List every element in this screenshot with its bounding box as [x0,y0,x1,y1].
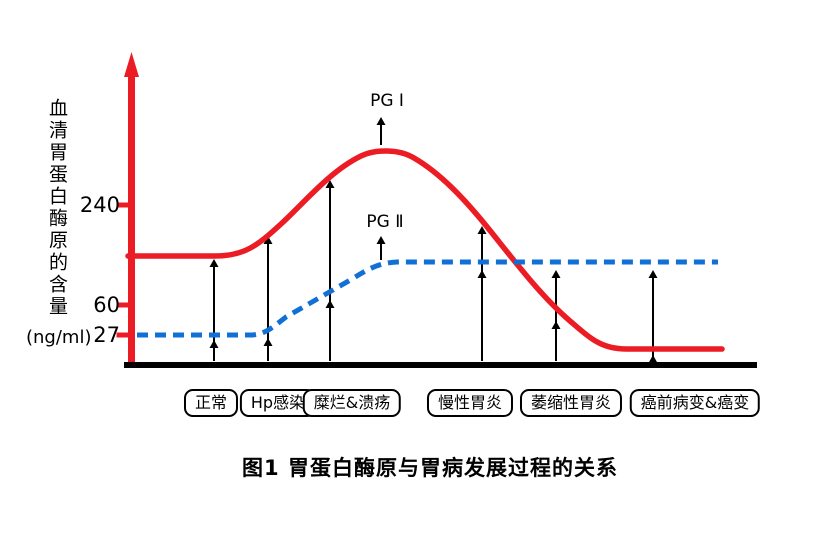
indicator-arrow-1-0-head [263,236,273,244]
series-label-pg2: PG Ⅱ [366,212,404,232]
indicator-arrow-2-0-head [325,180,335,188]
y-axis-title: 血清胃蛋白酶原的含量 [46,98,68,318]
y-axis-unit: (ng/ml) [26,327,92,348]
indicator-arrow-0-0-head [209,259,219,267]
pg2-curve [137,259,718,338]
category-box-erosion-ulcer: 糜烂&溃疡 [302,389,402,417]
indicator-arrow-5-1-head [648,270,658,278]
pg-label-arrow-1-head [376,117,386,125]
category-box-chronic-gastritis: 慢性胃炎 [426,389,514,417]
y-tick-label-27: 27 [93,323,120,347]
indicator-arrow-1-1-head [263,338,273,346]
x-axis-line [124,362,757,368]
indicator-arrow-0-1-head [209,340,219,348]
indicator-arrow-3-0-head [477,226,487,234]
category-box-atrophic-gastritis: 萎缩性胃炎 [519,389,623,417]
category-box-precancer-cancer: 癌前病变&癌变 [629,389,761,417]
y-tick-label-60: 60 [93,293,120,317]
y-axis-arrowhead [124,52,139,77]
indicator-arrow-3-1-head [477,270,487,278]
series-label-pg1: PG Ⅰ [370,91,404,111]
category-box-normal: 正常 [183,389,239,417]
pg-label-arrow-2-head [376,236,386,244]
indicator-arrow-4-1-head [551,270,561,278]
y-tick-label-240: 240 [79,193,120,217]
indicator-arrow-2-1-head [325,300,335,308]
pg1-curve [125,148,725,352]
figure-caption: 图1 胃蛋白酶原与胃病发展过程的关系 [242,456,618,480]
